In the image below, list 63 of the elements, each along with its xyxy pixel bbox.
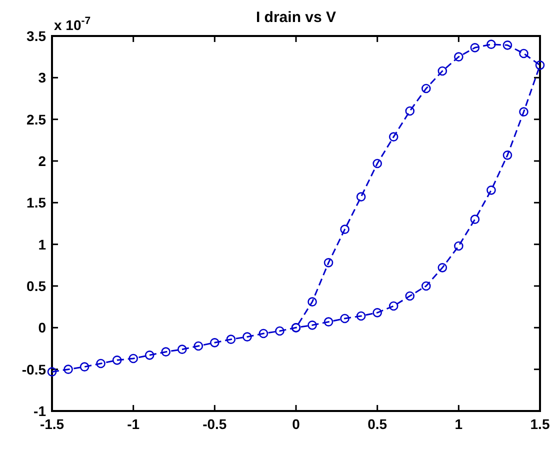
y-tick-label: 1 [38,236,46,252]
y-tick-label: 3 [38,70,46,86]
x-tick-label: 1 [454,416,463,432]
point [258,328,268,338]
point [96,358,106,368]
y-tick-label: 2 [38,153,46,169]
point [47,367,57,376]
point [177,344,187,354]
chart-title: I drain vs V [256,9,336,26]
point [388,132,398,142]
point [438,66,448,76]
point [372,308,382,318]
point [356,192,366,202]
point [405,291,415,301]
point [405,106,415,116]
point [324,258,334,268]
point [308,297,317,306]
point [226,334,236,344]
point [210,338,220,348]
y-tick-label: -0.5 [22,361,46,378]
point [324,317,334,326]
point [372,158,382,168]
point [64,364,73,374]
point [454,52,464,62]
y-tick-label: 0 [38,320,46,336]
point [80,362,90,372]
point [356,311,366,321]
y-tick-label: 2.5 [26,111,46,128]
point [519,48,528,58]
point [502,150,512,160]
point [502,40,512,50]
x-tick-label: -0.5 [202,416,227,432]
point [421,281,431,291]
point [308,320,317,330]
x-tick-label: 0 [292,416,300,432]
x-tick-label: 0.5 [368,416,388,432]
point [454,241,464,251]
point [144,350,154,360]
y-tick-label: 3.5 [26,28,46,44]
y-tick-label: 0.5 [26,278,46,294]
point [470,214,480,224]
x-tick-label: -1 [127,416,140,432]
point [194,341,204,351]
point [112,356,122,365]
y-tick-label: 1.5 [26,194,46,211]
x-tick-label: -1.5 [40,416,64,432]
y-tick-label: -1 [34,403,46,419]
point [438,263,448,272]
point [275,326,284,336]
point [242,332,252,342]
point [486,40,496,49]
point [421,84,431,94]
point [128,354,138,364]
point [486,186,496,195]
point [470,43,480,52]
point [388,301,398,311]
point [340,224,350,234]
point [161,347,171,356]
text: x 10$^{-7}$ [54,15,91,33]
point [535,60,545,70]
x-tick-label: 1.5 [530,416,550,432]
point [340,314,350,324]
point [519,107,528,116]
